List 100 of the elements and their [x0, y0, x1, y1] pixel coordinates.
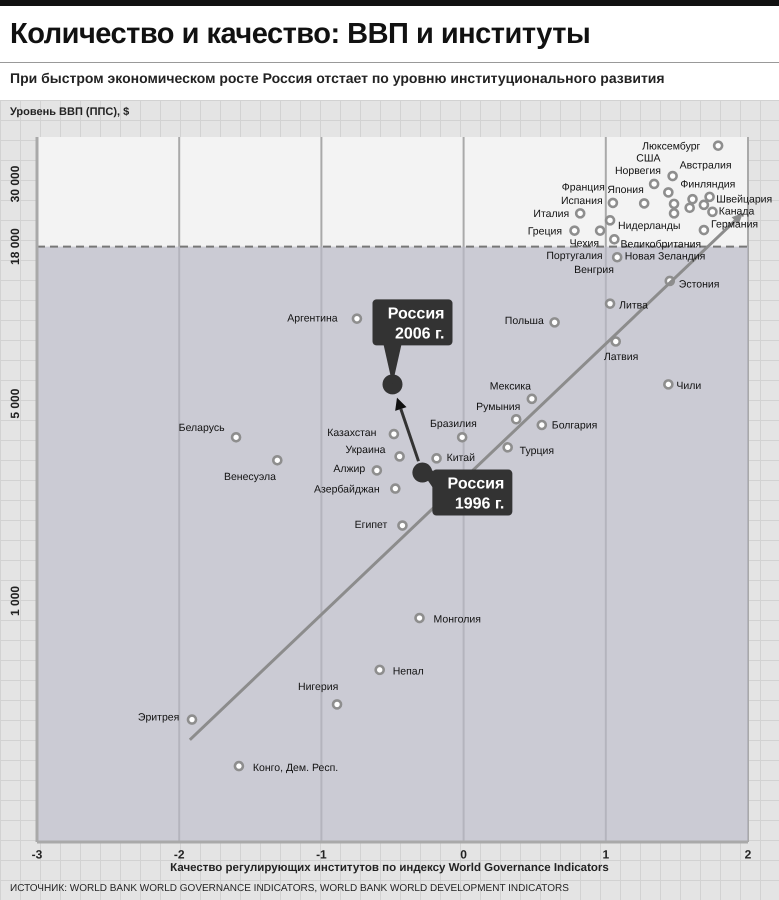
annotation: Латвия [604, 351, 638, 364]
annotation: Непал [392, 666, 424, 678]
annotation: Польша [504, 315, 544, 328]
annotation: Турция [520, 445, 554, 458]
point [382, 374, 402, 394]
annotation: Германия [711, 218, 758, 230]
annotation: Азербайджан [314, 483, 380, 496]
y-tick-label: 1 000 [8, 586, 22, 616]
annotation: Австралия [680, 160, 732, 172]
point [687, 194, 698, 204]
point [549, 317, 560, 328]
point [667, 170, 678, 182]
y-tick-label: 18 000 [8, 228, 22, 265]
point [698, 200, 710, 210]
annotation: Монголия [434, 614, 481, 626]
point [663, 379, 674, 390]
annotation: Литва [619, 299, 648, 312]
annotation: Франция [562, 182, 605, 194]
point [594, 225, 606, 236]
point [526, 394, 538, 404]
point [502, 442, 513, 453]
annotation: Люксембург [642, 140, 701, 152]
point [609, 234, 620, 245]
annotation: Беларусь [178, 422, 226, 434]
annotation: Мексика [490, 380, 532, 392]
point [397, 520, 408, 531]
point [536, 420, 548, 430]
annotation: Эстония [678, 278, 720, 291]
annotation: Великобритания [620, 238, 702, 250]
annotation: Канада [718, 206, 755, 218]
point [234, 760, 244, 772]
annotation: Греция [528, 225, 562, 238]
annotation: Казахстан [327, 426, 377, 439]
point [510, 414, 522, 425]
annotation: Нидерланды [618, 220, 680, 232]
annotation: Румыния [476, 400, 520, 413]
point [648, 178, 660, 190]
point [574, 208, 586, 219]
annotation: Россия 2006 г. [388, 305, 444, 342]
x-tick-label: 1 [602, 848, 610, 862]
point [372, 465, 382, 476]
point [668, 198, 680, 210]
annotation: Алжир [333, 463, 366, 476]
chart-subtitle: При быстром экономическом росте Россия отстает по уровню институционального развития [10, 70, 665, 86]
point [230, 432, 242, 443]
point [698, 224, 710, 236]
annotation: Швейцария [716, 194, 772, 206]
point [604, 298, 616, 309]
point [374, 664, 385, 676]
text: ИСТОЧНИК: WORLD BANK WORLD GOVERNANCE INDICATORS, WORLD BANK WORLD DEVELOPMENT INDICATORS [10, 883, 569, 894]
point [272, 454, 283, 466]
point [684, 202, 695, 214]
annotation: Конго, Дем. Респ. [252, 762, 338, 774]
annotation: Испания [560, 194, 603, 207]
annotation: Норвегия [614, 165, 661, 178]
point [332, 699, 342, 710]
x-axis-title: Качество регулирующих институтов по индексу World Governance Indicators [169, 862, 610, 874]
point [663, 187, 674, 198]
point [610, 336, 622, 347]
annotation: Болгария [552, 420, 598, 432]
annotation: Украина [346, 444, 386, 456]
point [608, 198, 618, 208]
point [707, 206, 718, 218]
x-tick-label: 2 [744, 848, 752, 862]
annotation: Эритрея [138, 711, 180, 724]
annotation: Португалия [546, 250, 603, 262]
annotation: Япония [607, 184, 644, 196]
point [414, 612, 425, 624]
annotation: Италия [533, 208, 570, 220]
annotation: Венгрия [574, 264, 614, 276]
annotation: Бразилия [430, 418, 477, 430]
point [604, 215, 616, 226]
x-tick-label: -1 [316, 848, 328, 862]
chart-title: Количество и качество: ВВП и институты [10, 18, 590, 51]
annotation: Венесуэла [224, 470, 276, 483]
annotation: Чили [676, 380, 702, 392]
point [390, 483, 401, 494]
annotation: Финляндия [680, 178, 736, 191]
annotation: Египет [354, 519, 388, 532]
annotation: Китай [446, 452, 476, 464]
annotation: Чехия [570, 237, 600, 250]
point [704, 192, 715, 202]
point [638, 198, 650, 209]
x-tick-label: -3 [32, 848, 43, 862]
y-tick-label: 30 000 [8, 165, 22, 202]
point [186, 714, 198, 725]
x-tick-label: 0 [460, 848, 468, 862]
point [431, 453, 442, 464]
point [668, 208, 680, 219]
annotation: США [636, 152, 660, 165]
y-axis-title: Уровень ВВП (ППС), $ [10, 106, 130, 118]
point [612, 252, 622, 263]
point [388, 428, 400, 440]
annotation: Новая Зеландия [624, 250, 706, 263]
point [456, 432, 468, 443]
point [394, 451, 405, 462]
point [569, 225, 580, 236]
x-tick-label: -2 [174, 848, 185, 862]
point [712, 140, 724, 151]
y-tick-label: 5 000 [8, 388, 22, 419]
